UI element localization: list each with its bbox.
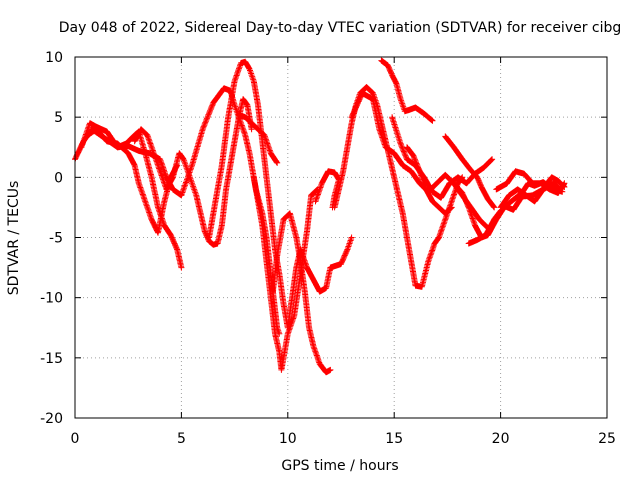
data-series xyxy=(72,57,568,376)
grid-lines xyxy=(75,57,607,418)
series-track-14 xyxy=(404,144,455,217)
y-tick-label: -5 xyxy=(49,231,63,247)
x-tick-label: 0 xyxy=(71,431,80,447)
y-axis-label: SDTVAR / TECUs xyxy=(6,181,22,296)
series-track-4 xyxy=(131,96,255,248)
x-tick-label: 15 xyxy=(385,431,403,447)
series-markers xyxy=(378,57,436,124)
series-markers xyxy=(235,111,281,166)
x-tick-label: 5 xyxy=(177,431,186,447)
x-axis-label: GPS time / hours xyxy=(281,458,398,474)
series-markers xyxy=(269,210,334,376)
series-track-18 xyxy=(493,168,568,196)
y-tick-label: 5 xyxy=(54,110,63,126)
axis-ticks: 0 5 10 15 20 25 -20 -15 -10 -5 0 5 10 xyxy=(40,50,616,447)
y-tick-label: 0 xyxy=(54,170,63,186)
series-markers xyxy=(442,133,498,211)
y-tick-label: 10 xyxy=(45,50,63,66)
x-tick-label: 20 xyxy=(492,431,510,447)
series-markers xyxy=(493,168,568,196)
series-markers xyxy=(404,144,455,217)
series-markers xyxy=(497,174,568,211)
series-markers xyxy=(131,96,255,248)
series-track-19 xyxy=(497,174,568,211)
y-tick-label: -10 xyxy=(40,291,63,307)
chart-title: Day 048 of 2022, Sidereal Day-to-day VTE… xyxy=(59,20,622,36)
x-tick-label: 25 xyxy=(598,431,616,447)
y-tick-label: -20 xyxy=(40,411,63,427)
x-tick-label: 10 xyxy=(279,431,297,447)
series-track-15 xyxy=(442,133,498,211)
series-track-6 xyxy=(235,111,281,166)
y-tick-label: -15 xyxy=(40,351,63,367)
series-track-12 xyxy=(378,57,436,124)
series-track-8 xyxy=(269,210,334,376)
